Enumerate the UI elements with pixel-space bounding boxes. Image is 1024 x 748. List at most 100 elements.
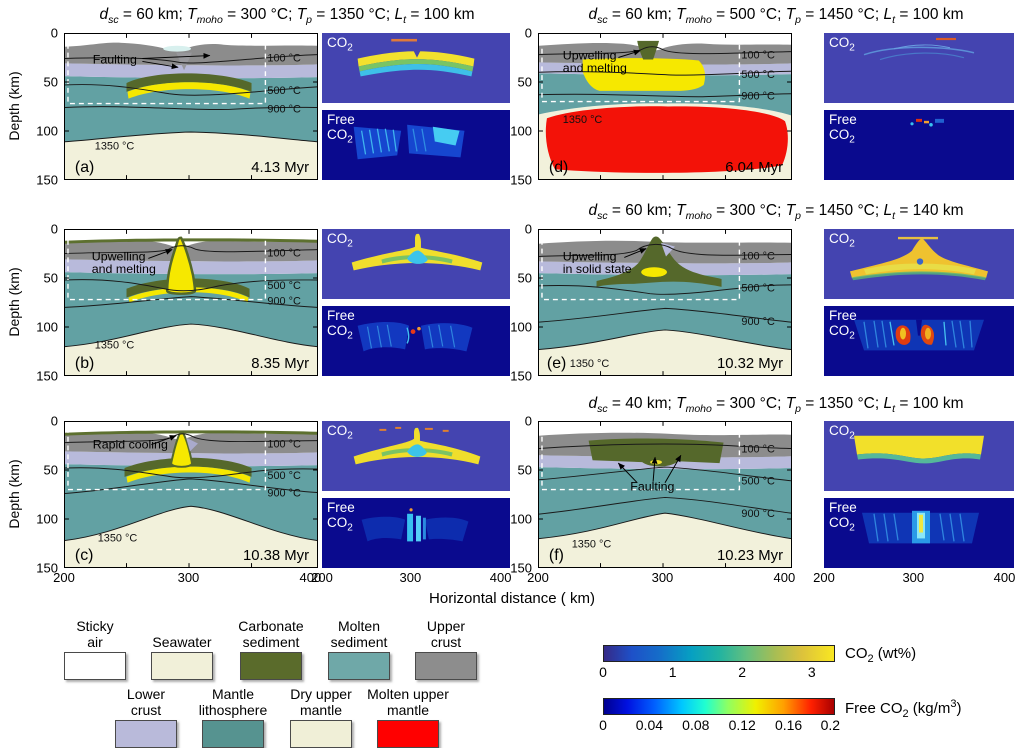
co2-colorbar	[603, 645, 835, 662]
annotation-upwelling-melting: Upwelling and melting	[92, 249, 173, 276]
panel-c-free-co2: Free CO2	[322, 498, 510, 568]
panel-time: 10.38 Myr	[243, 548, 309, 564]
isotherm-label-100: 100 °C	[267, 52, 301, 64]
panel-letter: (b)	[75, 355, 94, 372]
isotherm-label-100: 100 °C	[267, 439, 301, 451]
y-axis-label-row1: Depth (km)	[6, 71, 22, 141]
surface-sediment-layer	[65, 238, 317, 244]
carbonate-sediment-region	[126, 278, 250, 298]
panel-b-cross-section: Upwelling and melting 100 °C 500 °C 900 …	[64, 229, 318, 376]
title-row1-right: dsc = 60 km; Tmoho = 500 °C; Tp = 1450 °…	[588, 6, 964, 27]
dry-upper-mantle-region	[539, 513, 791, 567]
lower-crust-region	[65, 63, 317, 79]
isotherm-contours	[65, 245, 317, 348]
free-co2-specks	[910, 118, 944, 127]
panel-f-free-co2: Free CO2	[824, 498, 1014, 568]
panel-time: 4.13 Myr	[251, 160, 309, 176]
svg-text:and melting: and melting	[92, 262, 156, 276]
title-row3-right: dsc = 40 km; Tmoho = 300 °C; Tp = 1350 °…	[588, 395, 964, 416]
y-ticks-d: 0 50 100 150	[510, 25, 532, 188]
legend-swatch-molten-upper-mantle	[377, 720, 439, 748]
zoom-extent-box	[67, 424, 267, 491]
zoom-extent-box	[541, 36, 741, 103]
isotherm-label-1350: 1350 °C	[98, 533, 138, 545]
dry-upper-mantle-region	[65, 131, 317, 179]
legend-item-sticky-air: Sticky air	[51, 616, 139, 680]
free-co2-colorbar	[603, 698, 835, 715]
panel-d-art: Upwelling and melting 100 °C 500 °C 900 …	[539, 34, 791, 179]
legend-item-upper-crust: Upper crust	[402, 616, 490, 680]
svg-text:Rapid cooling: Rapid cooling	[93, 438, 168, 452]
svg-text:Faulting: Faulting	[93, 52, 137, 66]
molten-sediment-region	[127, 82, 251, 99]
isotherm-label-900: 900 °C	[741, 316, 775, 328]
free-co2-panel-label: Free CO2	[327, 308, 355, 342]
free-co2-panel-label: Free CO2	[829, 112, 857, 146]
molten-sediment-region	[126, 466, 251, 483]
isotherm-label-100: 100 °C	[741, 50, 775, 62]
free-co2-panel-label: Free CO2	[829, 308, 857, 342]
panel-b-art: Upwelling and melting 100 °C 500 °C 900 …	[65, 230, 317, 375]
legend-item-molten-upper-mantle: Molten upper mantle	[362, 684, 454, 748]
panel-e-co2: CO2	[824, 229, 1014, 299]
zoom-extent-box	[67, 232, 267, 301]
y-ticks-a: 0 50 100 150	[36, 25, 58, 188]
panel-b-free-co2-art	[322, 306, 510, 376]
seawater-pond	[163, 45, 191, 52]
molten-plume	[170, 431, 193, 468]
svg-text:Upwelling: Upwelling	[563, 49, 617, 63]
svg-text:Upwelling: Upwelling	[92, 249, 146, 263]
panel-f-free-co2-art	[824, 498, 1014, 568]
legend-swatch-dry-upper-mantle	[290, 720, 352, 748]
x-ticks-main-left: 200 300 400	[53, 570, 322, 585]
panel-c-art: Rapid cooling 100 °C 500 °C 900 °C 1350 …	[65, 422, 317, 567]
surface-sediment-layer	[65, 430, 317, 436]
panel-letter: (f)	[549, 547, 564, 564]
svg-text:in solid state: in solid state	[563, 262, 632, 276]
panel-e-free-co2-art	[824, 306, 1014, 376]
isotherm-label-500: 500 °C	[741, 283, 775, 295]
panel-letter: (c)	[75, 547, 94, 564]
zoom-extent-box	[541, 232, 741, 301]
panel-e-co2-art	[824, 229, 1014, 299]
isotherm-label-500: 500 °C	[267, 85, 301, 97]
panel-d-co2-art	[824, 33, 1014, 103]
svg-text:and melting: and melting	[563, 61, 627, 75]
isotherm-label-1350: 1350 °C	[570, 358, 610, 370]
isotherm-contours	[65, 433, 317, 542]
annotation-faulting: Faulting	[618, 454, 682, 494]
carbonate-sediment-region	[126, 73, 252, 92]
panel-e-free-co2: Free CO2	[824, 306, 1014, 376]
isotherm-label-100: 100 °C	[741, 250, 775, 262]
isotherm-label-500: 500 °C	[741, 476, 775, 488]
panel-letter: (a)	[75, 159, 94, 176]
y-ticks-b: 0 50 100 150	[36, 221, 58, 384]
panel-a-free-co2: Free CO2	[322, 110, 510, 180]
y-axis-label-row3: Depth (km)	[6, 459, 22, 529]
carbonate-sediment-region	[124, 457, 252, 477]
annotation-rapid-cooling: Rapid cooling	[93, 435, 177, 452]
co2-specks	[379, 426, 449, 432]
panel-letter: (e)	[547, 355, 566, 372]
isotherm-label-500: 500 °C	[267, 280, 301, 292]
legend-item-seawater: Seawater	[138, 616, 226, 680]
isotherm-label-900: 900 °C	[741, 91, 775, 103]
y-axis-label-row2: Depth (km)	[6, 267, 22, 337]
molten-plume	[165, 236, 197, 295]
panel-time: 10.32 Myr	[717, 356, 783, 372]
annotation-upwelling-solid: Upwelling in solid state	[563, 248, 647, 276]
isotherm-label-1350: 1350 °C	[95, 340, 135, 352]
co2-panel-label: CO2	[829, 423, 855, 442]
panel-a-co2-art	[322, 33, 510, 103]
panel-a-art: Faulting 100 °C 500 °C 900 °C 1350 °C (a…	[65, 34, 317, 179]
annotation-upwelling-melting: Upwelling and melting	[563, 49, 641, 75]
molten-sediment-wings	[128, 287, 249, 303]
dry-upper-mantle-region	[65, 324, 317, 375]
axis-tick-marks	[65, 34, 317, 179]
legend-swatch-molten-sediment	[328, 652, 390, 680]
axis-tick-marks	[65, 230, 317, 375]
legend-swatch-seawater	[151, 652, 213, 680]
legend-item-lower-crust: Lower crust	[100, 684, 192, 748]
panel-f-co2: CO2	[824, 421, 1014, 491]
